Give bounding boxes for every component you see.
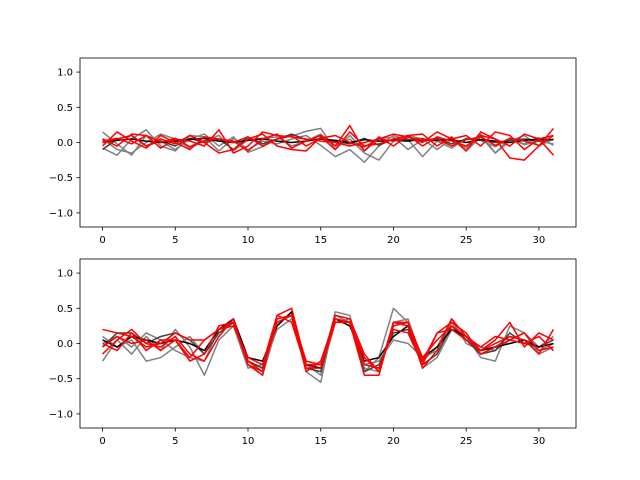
x-tick-label: 5 <box>172 235 178 246</box>
series-line-8 <box>102 131 554 154</box>
series-group <box>102 124 555 163</box>
y-tick-label: 0.5 <box>57 103 73 114</box>
y-tick-label: 1.0 <box>57 269 73 280</box>
x-tick-label: 25 <box>460 436 473 447</box>
series-line-6 <box>102 124 555 161</box>
x-tick-label: 25 <box>460 235 473 246</box>
y-tick-label: 0.0 <box>57 339 73 350</box>
x-tick-label: 0 <box>99 436 105 447</box>
series-group <box>101 307 555 383</box>
x-tick-label: 0 <box>99 235 105 246</box>
y-tick-label: −1.0 <box>49 208 73 219</box>
y-tick-label: −1.0 <box>49 409 73 420</box>
series-line-6 <box>102 314 555 376</box>
subplot-top: 0 5 10 15 20 25 30 −1.0 −0.5 0.0 0.5 1.0 <box>49 57 577 246</box>
series-line-4 <box>102 137 554 144</box>
x-tick-label: 30 <box>533 436 546 447</box>
y-tick-label: 0.0 <box>57 138 73 149</box>
x-tick-label: 20 <box>387 436 400 447</box>
subplot-bottom: 0 5 10 15 20 25 30 −1.0 −0.5 0.0 0.5 1.0 <box>49 258 577 447</box>
y-tick-label: −0.5 <box>49 374 73 385</box>
y-tick-label: 0.5 <box>57 304 73 315</box>
x-tick-label: 10 <box>242 436 255 447</box>
series-line-8 <box>102 314 554 373</box>
x-tick-label: 15 <box>314 436 327 447</box>
x-tick-label: 5 <box>172 436 178 447</box>
x-tick-label: 20 <box>387 235 400 246</box>
x-tick-label: 30 <box>533 235 546 246</box>
y-tick-label: −0.5 <box>49 173 73 184</box>
y-tick-label: 1.0 <box>57 68 73 79</box>
x-tick-label: 10 <box>242 235 255 246</box>
x-tick-label: 15 <box>314 235 327 246</box>
